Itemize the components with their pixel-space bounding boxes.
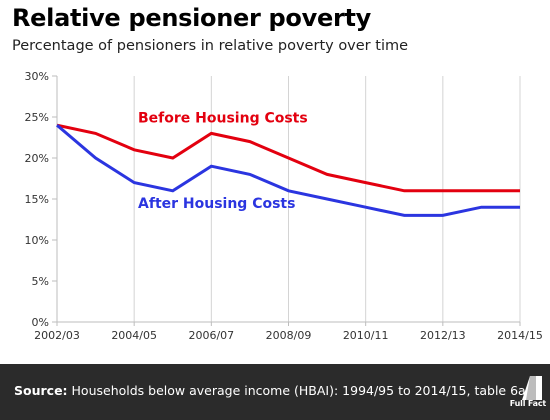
y-tick-label: 25% bbox=[25, 111, 49, 124]
x-tick-label: 2006/07 bbox=[188, 329, 234, 342]
full-fact-logo-icon bbox=[522, 376, 542, 400]
series-line-before-housing bbox=[56, 123, 520, 193]
line-chart: 0% 5% 10% 15% 20% 25% 30% 2002/03 2004/05 2006/07… bbox=[25, 70, 543, 342]
series-line-after-housing bbox=[56, 124, 520, 217]
y-tick-label: 15% bbox=[25, 193, 49, 206]
logo-text: Full Fact bbox=[509, 399, 546, 408]
chart-subtitle: Percentage of pensioners in relative pov… bbox=[12, 38, 409, 54]
x-tick-label: 2012/13 bbox=[420, 329, 466, 342]
series-label-before-housing: Before Housing Costs bbox=[138, 111, 308, 127]
source-note: Source: Households below average income … bbox=[14, 383, 526, 398]
y-tick-label: 5% bbox=[32, 275, 49, 288]
x-tick-label: 2010/11 bbox=[343, 329, 389, 342]
y-tick-label: 10% bbox=[25, 234, 49, 247]
source-label: Source: bbox=[14, 383, 68, 398]
series-label-after-housing: After Housing Costs bbox=[138, 196, 295, 212]
chart-title: Relative pensioner poverty bbox=[12, 4, 371, 32]
footer-bar: Source: Households below average income … bbox=[0, 364, 550, 420]
x-tick-label: 2008/09 bbox=[266, 329, 312, 342]
y-tick-label: 20% bbox=[25, 152, 49, 165]
source-text: Households below average income (HBAI): … bbox=[71, 383, 526, 398]
y-tick-label: 30% bbox=[25, 70, 49, 83]
x-tick-label: 2014/15 bbox=[497, 329, 543, 342]
y-tick-label: 0% bbox=[32, 316, 49, 329]
x-tick-label: 2002/03 bbox=[34, 329, 80, 342]
x-tick-label: 2004/05 bbox=[111, 329, 157, 342]
